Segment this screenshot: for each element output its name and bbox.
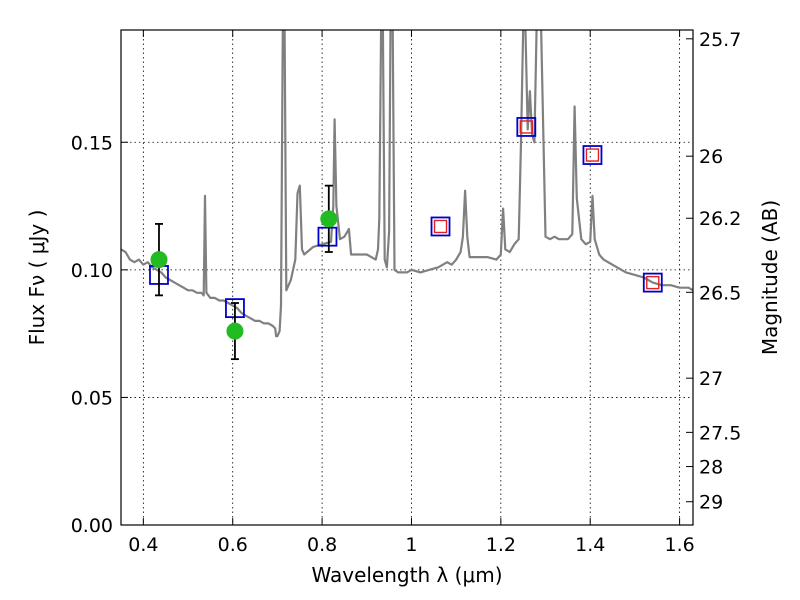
y2-tick-label: 28 [699,457,723,479]
y-axis-label: Flux Fν ( μJy ) [25,210,49,346]
y2-axis-label: Magnitude (AB) [758,200,782,355]
y2-tick-label: 25.7 [699,29,741,51]
observed-point [226,322,244,340]
x-tick-label: 0.8 [307,534,337,556]
y2-tick-label: 29 [699,492,723,514]
model-square-inner-point [585,148,600,162]
x-tick-label: 1 [405,534,417,556]
x-axis-label: Wavelength λ (μm) [311,563,502,587]
x-tick-label: 0.6 [218,534,248,556]
y2-tick-label: 26 [699,146,723,168]
plot-frame [120,29,694,526]
y-tick-label: 0.00 [71,515,113,537]
model-square-point [642,272,663,293]
plot-area [121,30,693,361]
model-square-point [516,117,537,137]
y-tick-label: 0.10 [71,260,113,282]
x-tick-label: 1.4 [575,534,605,556]
axes-ticks: 0.4 0.6 0.8 1 1.2 1.4 1.6 0.00 0.05 0.10 0.15 25.7 2… [71,29,742,556]
model-square-point [430,216,451,237]
observed-point [150,251,168,269]
grid [121,30,693,526]
x-tick-label: 1.2 [486,534,516,556]
y2-tick-label: 26.5 [699,282,741,304]
y2-tick-label: 26.2 [699,208,741,230]
spectrum-line [121,30,693,338]
y2-tick-label: 27.5 [699,422,741,444]
y2-tick-label: 27 [699,368,723,390]
observed-point [320,210,338,228]
y-tick-label: 0.15 [71,132,113,154]
x-tick-label: 0.4 [128,534,158,556]
y-tick-label: 0.05 [71,387,113,409]
model-square-inner-point [646,275,660,290]
x-tick-label: 1.6 [664,534,694,556]
model-square-point [317,226,338,247]
model-square-inner-point [433,219,448,234]
model-square-inner-point [519,120,534,134]
model-square-point [582,145,603,165]
